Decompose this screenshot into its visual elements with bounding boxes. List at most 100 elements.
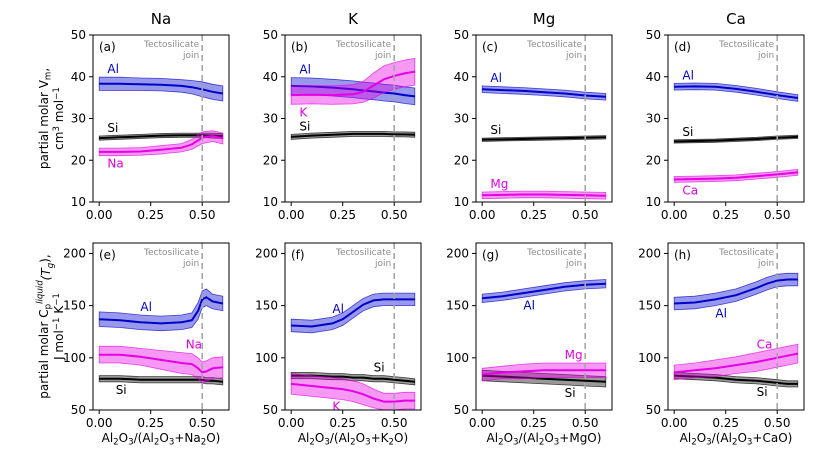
x-axis-label-part: O bbox=[504, 431, 513, 445]
x-tick-label: 0.50 bbox=[572, 208, 599, 222]
y-tick-label: 200 bbox=[638, 246, 661, 260]
x-axis-label-part: 3 bbox=[169, 437, 175, 447]
y-tick-label: 30 bbox=[454, 112, 469, 126]
x-axis-label-part: O bbox=[356, 431, 365, 445]
x-axis-label-part: 3 bbox=[324, 438, 330, 448]
x-axis-label-part: /(Al bbox=[519, 431, 539, 445]
y-tick-label: 40 bbox=[263, 70, 278, 84]
y-axis-label-part: , bbox=[37, 68, 51, 72]
y-tick-label: 100 bbox=[255, 351, 278, 365]
x-tick-label: 0.25 bbox=[329, 208, 356, 222]
y-axis-label-part: mol bbox=[52, 100, 66, 126]
x-tick-label: 0.25 bbox=[137, 416, 164, 430]
series-m-band bbox=[98, 130, 224, 157]
x-axis-label-part: 3 bbox=[554, 437, 560, 447]
y-tick-label: 40 bbox=[71, 70, 86, 84]
series-label-al: Al bbox=[140, 300, 152, 314]
x-axis-label-part: O) bbox=[206, 431, 220, 445]
x-axis-label-part: 2 bbox=[113, 438, 119, 448]
y-axis-label-part: K bbox=[52, 305, 66, 318]
series-label-al: Al bbox=[715, 307, 727, 321]
x-tick-label: 0.50 bbox=[381, 208, 408, 222]
x-axis-label-part: 2 bbox=[350, 437, 356, 447]
tectosilicate-label: Tectosilicate bbox=[335, 40, 392, 50]
x-tick-label: 0.25 bbox=[520, 416, 547, 430]
y-axis-label-part: g bbox=[46, 262, 56, 268]
x-axis-label-part: 3 bbox=[747, 437, 753, 447]
column-title-k: K bbox=[348, 10, 359, 28]
y-axis-label-part: partial molar V bbox=[37, 79, 51, 169]
panel-letter: (f) bbox=[291, 248, 305, 262]
tectosilicate-label: Tectosilicate bbox=[718, 40, 775, 50]
x-axis-label-part: 2 bbox=[389, 437, 395, 447]
x-tick-label: 0.50 bbox=[764, 416, 791, 430]
x-axis-label-part: O bbox=[697, 431, 706, 445]
x-tick-label: 0.50 bbox=[572, 416, 599, 430]
y-tick-label: 10 bbox=[454, 195, 469, 209]
y-tick-label: 40 bbox=[454, 70, 469, 84]
x-tick-label: 0.00 bbox=[469, 416, 496, 430]
x-axis-label-part: O bbox=[737, 431, 746, 445]
panel-letter: (a) bbox=[99, 40, 116, 54]
series-m-band bbox=[673, 343, 799, 381]
x-axis-label-part: +CaO) bbox=[752, 431, 792, 445]
x-tick-label: 0.50 bbox=[381, 416, 408, 430]
series-label-m: K bbox=[332, 400, 341, 414]
y-axis-label-line: partial molar Cpliquid(Tg), bbox=[35, 254, 55, 398]
x-axis-label-part: Al bbox=[680, 431, 692, 445]
y-tick-label: 20 bbox=[454, 153, 469, 167]
x-axis-label-part: /(Al bbox=[134, 431, 154, 445]
series-label-si: Si bbox=[107, 121, 118, 135]
tectosilicate-label: Tectosilicate bbox=[143, 40, 200, 50]
y-tick-label: 20 bbox=[646, 153, 661, 167]
y-tick-label: 100 bbox=[638, 351, 661, 365]
plot-frame bbox=[475, 242, 613, 411]
x-axis-label-part: 2 bbox=[309, 438, 315, 448]
y-tick-label: 100 bbox=[446, 351, 469, 365]
x-axis-label-part: +K bbox=[371, 431, 390, 445]
series-label-si: Si bbox=[490, 123, 501, 137]
series-label-m: K bbox=[299, 105, 308, 119]
column-title-ca: Ca bbox=[726, 10, 746, 28]
y-tick-label: 10 bbox=[71, 195, 86, 209]
series-label-si: Si bbox=[565, 386, 576, 400]
tectosilicate-label-join: join bbox=[565, 259, 582, 269]
plot-frame bbox=[92, 34, 230, 203]
x-axis-label-part: +MgO) bbox=[559, 431, 601, 445]
y-tick-label: 150 bbox=[446, 299, 469, 313]
y-axis-label-line: partial molar Vm, bbox=[37, 68, 54, 169]
y-axis-label-part: partial molar C bbox=[37, 309, 51, 398]
series-label-m: Na bbox=[186, 338, 202, 352]
x-axis-label-part: 3 bbox=[365, 437, 371, 447]
x-tick-label: 0.00 bbox=[86, 208, 113, 222]
y-tick-label: 100 bbox=[63, 351, 86, 365]
x-tick-label: 0.00 bbox=[86, 416, 113, 430]
plot-frame bbox=[284, 242, 422, 411]
series-label-m: Ca bbox=[682, 183, 698, 197]
x-axis-label: Al2O3/(Al2O3+CaO) bbox=[680, 431, 793, 448]
series-label-al: Al bbox=[490, 71, 502, 85]
y-axis-label-part: liquid bbox=[35, 280, 45, 304]
y-tick-label: 50 bbox=[71, 403, 86, 417]
series-al-band bbox=[673, 272, 799, 311]
x-axis-label-part: 2 bbox=[201, 437, 207, 447]
y-tick-label: 50 bbox=[263, 28, 278, 42]
series-si-line bbox=[291, 132, 415, 138]
series-m-band bbox=[673, 168, 799, 183]
series-label-al: Al bbox=[107, 62, 119, 76]
x-axis-label-part: Al bbox=[102, 431, 114, 445]
y-axis-label-part: (T bbox=[39, 267, 53, 281]
x-tick-label: 0.00 bbox=[278, 208, 305, 222]
y-tick-label: 150 bbox=[255, 299, 278, 313]
x-axis-label-part: 3 bbox=[706, 438, 712, 448]
x-tick-label: 0.25 bbox=[712, 208, 739, 222]
y-tick-label: 20 bbox=[71, 153, 86, 167]
y-tick-label: 10 bbox=[646, 195, 661, 209]
x-tick-label: 0.25 bbox=[137, 208, 164, 222]
tectosilicate-label: Tectosilicate bbox=[335, 248, 392, 258]
plot-frame bbox=[667, 242, 805, 411]
